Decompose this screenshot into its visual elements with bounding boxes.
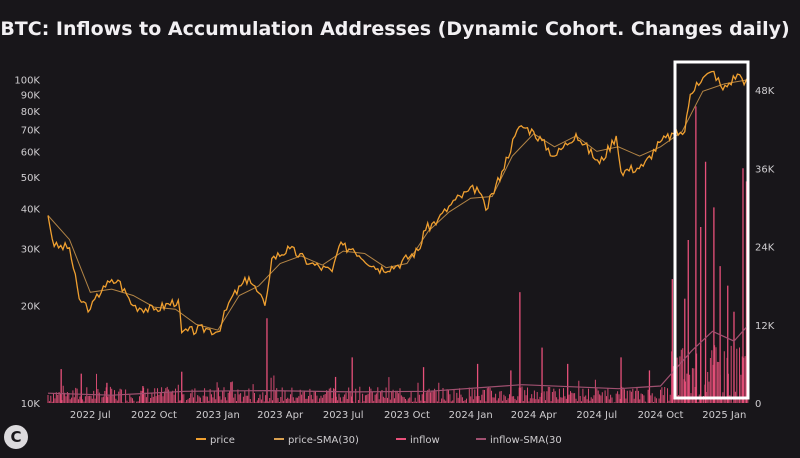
right-tick-label: 0: [755, 399, 761, 410]
x-tick-label: 2024 Oct: [638, 410, 684, 421]
price-line: [47, 70, 750, 336]
x-tick-label: 2023 Oct: [384, 410, 430, 421]
legend-label: price-SMA(30): [288, 435, 359, 446]
cryptoquant-logo-icon: C: [4, 425, 28, 449]
x-tick-label: 2024 Jul: [576, 410, 617, 421]
left-tick-label: 50K: [21, 173, 41, 184]
legend-label: inflow: [410, 435, 440, 446]
x-tick-label: 2024 Jan: [449, 410, 493, 421]
x-tick-label: 2023 Apr: [257, 410, 304, 421]
chart-title: BTC: Inflows to Accumulation Addresses (…: [0, 18, 789, 40]
x-tick-label: 2023 Jan: [196, 410, 240, 421]
left-tick-label: 70K: [21, 126, 41, 137]
x-axis: 2022 Jul 2022 Oct 2023 Jan 2023 Apr 2023 Jul…: [70, 410, 746, 421]
highlight-rectangle: [673, 60, 750, 400]
legend-label: price: [210, 435, 235, 446]
left-tick-label: 100K: [14, 76, 40, 87]
x-tick-label: 2022 Oct: [131, 410, 177, 421]
plot-area: [47, 60, 750, 403]
left-tick-label: 60K: [21, 147, 41, 158]
right-tick-label: 36K: [755, 164, 775, 175]
right-axis: 0 12K 24K 36K 48K: [755, 86, 775, 410]
x-tick-label: 2024 Apr: [511, 410, 558, 421]
left-tick-label: 40K: [21, 204, 41, 215]
left-tick-label: 30K: [21, 245, 41, 256]
x-tick-label: 2023 Jul: [323, 410, 364, 421]
inflow-sma-line: [47, 324, 749, 396]
left-tick-label: 10K: [21, 399, 41, 410]
x-tick-label: 2022 Jul: [70, 410, 111, 421]
right-tick-label: 12K: [755, 321, 775, 332]
legend-label: inflow-SMA(30: [490, 435, 562, 446]
left-tick-label: 90K: [21, 90, 41, 101]
price-sma-line: [47, 79, 749, 331]
left-tick-label: 80K: [21, 107, 41, 118]
legend: price price-SMA(30) inflow inflow-SMA(30: [196, 435, 562, 446]
right-tick-label: 48K: [755, 86, 775, 97]
left-tick-label: 20K: [21, 302, 41, 313]
inflow-noise-bars: [47, 345, 749, 403]
left-axis: 10K 20K 30K 40K 50K 60K 70K 80K 90K 100K: [14, 76, 40, 410]
right-tick-label: 24K: [755, 243, 775, 254]
x-tick-label: 2025 Jan: [702, 410, 746, 421]
